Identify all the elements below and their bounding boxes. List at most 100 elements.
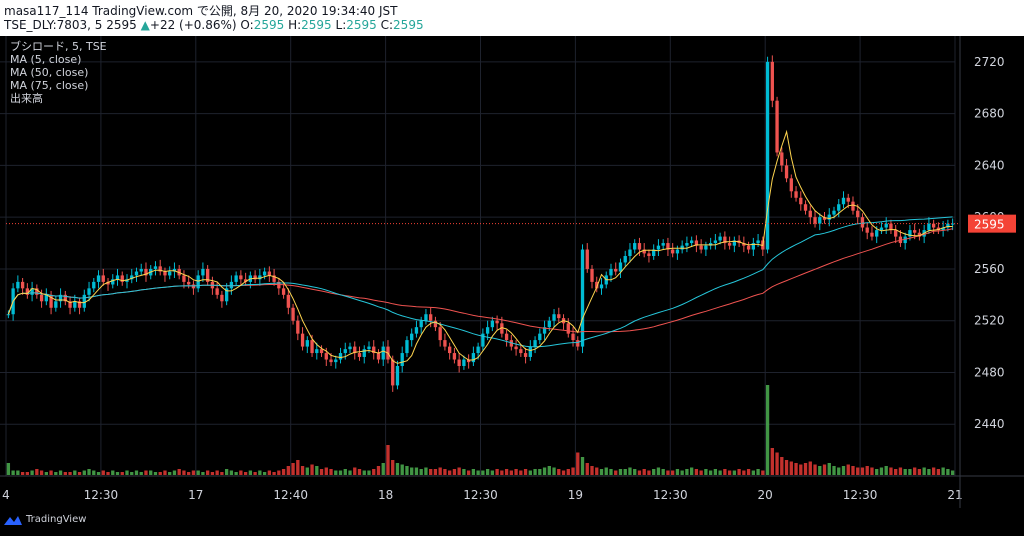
volume-bar — [149, 470, 153, 475]
price-tick-label: 2480 — [974, 365, 1005, 379]
volume-bar — [675, 469, 680, 475]
volume-bar — [476, 470, 480, 475]
volume-bar — [30, 470, 34, 475]
volume-bar — [443, 469, 447, 475]
time-tick-label: 12:40 — [273, 488, 308, 502]
last-price-badge — [968, 214, 1016, 233]
last-price-badge-label: 2595 — [974, 218, 1005, 232]
candle-body — [884, 223, 888, 228]
candle-body — [595, 281, 599, 289]
candle-body — [903, 236, 907, 244]
candle-body — [799, 197, 803, 205]
volume-bar — [708, 470, 713, 475]
volume-bar — [125, 470, 129, 475]
volume-bar — [580, 457, 585, 475]
tradingview-logo[interactable]: TradingView — [4, 514, 86, 525]
candle-body — [614, 268, 618, 272]
candle-body — [466, 359, 471, 363]
volume-bar — [438, 467, 442, 475]
legend-ma50[interactable]: MA (50, close) — [10, 66, 89, 79]
candle-body — [500, 323, 504, 334]
candle-body — [319, 349, 324, 354]
candle-body — [120, 275, 124, 282]
volume-bar — [780, 457, 784, 475]
candle-body — [54, 301, 58, 308]
volume-bar — [765, 385, 770, 475]
volume-bar — [913, 467, 917, 475]
volume-bar — [68, 472, 72, 475]
price-tick-label: 2560 — [974, 262, 1005, 276]
candle-body — [628, 249, 632, 256]
volume-bar — [851, 466, 855, 475]
candle-body — [139, 268, 143, 272]
volume-bar — [485, 469, 490, 475]
volume-bar — [177, 469, 181, 475]
volume-bar — [182, 470, 186, 475]
price-tick-label: 2640 — [974, 158, 1005, 172]
volume-bar — [571, 467, 575, 475]
volume-bar — [671, 470, 675, 475]
volume-bar — [414, 467, 419, 475]
legend-title[interactable]: ブシロード, 5, TSE — [10, 40, 107, 53]
candle-body — [262, 271, 267, 276]
volume-bar — [533, 469, 537, 475]
volume-bar — [837, 467, 841, 475]
volume-bar — [39, 470, 44, 475]
volume-bar — [775, 452, 779, 475]
legend-ma5[interactable]: MA (5, close) — [10, 53, 82, 66]
candle-body — [623, 256, 627, 263]
candle-body — [633, 243, 637, 250]
volume-bar — [92, 470, 96, 475]
candle-body — [130, 275, 134, 280]
volume-bar — [794, 463, 798, 475]
volume-bar — [334, 470, 338, 475]
candle-body — [191, 284, 196, 289]
candle-body — [599, 284, 604, 289]
candle-body — [860, 217, 865, 228]
close-label: C: — [380, 18, 394, 32]
volume-bar — [391, 460, 395, 475]
candle-body — [30, 288, 34, 295]
candle-body — [291, 307, 295, 321]
candle-body — [267, 271, 272, 276]
legend-volume[interactable]: 出来高 — [10, 92, 43, 105]
candle-body — [542, 327, 547, 334]
volume-bar — [832, 466, 836, 475]
volume-bar — [424, 467, 428, 475]
close-value: 2595 — [393, 18, 424, 32]
candle-body — [931, 223, 936, 228]
candle-body — [708, 243, 713, 246]
volume-bar — [191, 470, 196, 475]
candle-body — [419, 320, 423, 328]
candle-body — [856, 210, 860, 218]
volume-bar — [429, 469, 433, 475]
volume-bar — [115, 472, 120, 475]
candle-body — [158, 266, 162, 272]
candle-body — [206, 268, 210, 282]
volume-bar — [841, 466, 846, 475]
volume-bar — [372, 469, 376, 475]
candle-body — [504, 333, 509, 341]
volume-bar — [229, 470, 234, 475]
candle-body — [395, 366, 400, 386]
volume-bar — [63, 472, 67, 475]
candle-body — [694, 240, 699, 246]
volume-bar — [253, 472, 257, 475]
volume-bar — [504, 469, 509, 475]
candle-body — [609, 268, 613, 276]
volume-bar — [395, 463, 400, 475]
volume-bar — [879, 467, 884, 475]
candle-body — [457, 359, 461, 366]
legend-ma75[interactable]: MA (75, close) — [10, 79, 89, 92]
candle-body — [837, 204, 841, 211]
candle-body — [889, 223, 893, 231]
volume-bar — [224, 469, 229, 475]
price-tick-label: 2720 — [974, 55, 1005, 69]
candle-body — [73, 301, 77, 308]
volume-bar — [718, 470, 722, 475]
candle-body — [637, 243, 642, 250]
candlestick-chart[interactable]: 24402480252025602600264026802720412:3017… — [0, 36, 1024, 510]
volume-bar — [566, 469, 570, 475]
candle-body — [201, 268, 205, 276]
volume-bar — [272, 472, 276, 475]
